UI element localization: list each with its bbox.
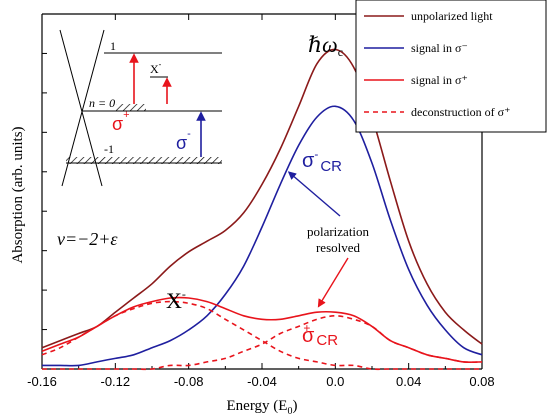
- x-tick-label: -0.16: [27, 374, 57, 389]
- x-axis-title: Energy (E0): [227, 398, 298, 417]
- polarization-label-line2: resolved: [316, 240, 361, 255]
- blue-pointer-arrow: [287, 171, 341, 217]
- legend-label: deconstruction of σ⁺: [411, 105, 510, 119]
- series-line-3: [41, 300, 482, 371]
- legend: unpolarized light signal in σ⁻ signal in σ…: [355, 0, 547, 133]
- inset-x-minus-label: X-: [150, 60, 162, 76]
- sigma-minus-cr-label: σ-CR: [302, 147, 342, 175]
- inset-level-mid-label: n = 0: [89, 96, 115, 110]
- x-tick-label: 0.04: [396, 374, 421, 389]
- inset-diagram: 1 n = 0 -1 X- σ+ σ-: [59, 29, 222, 187]
- x-tick-label: 0.0: [326, 374, 344, 389]
- inset-level-top-label: 1: [110, 39, 116, 53]
- x-tick-label: 0.08: [469, 374, 494, 389]
- nu-label: ν=−2+ε: [57, 229, 118, 249]
- series-line-2: [41, 296, 483, 363]
- x-tick-label: -0.12: [101, 374, 131, 389]
- series-line-1: [42, 105, 483, 367]
- inset-hatch-0: [116, 104, 146, 111]
- annotations: ℏωc X- σ-CR σ+CR ν=−2+ε polarization res…: [57, 32, 370, 349]
- series-layer: [41, 48, 483, 371]
- x-axis-ticks: -0.16 -0.12 -0.08 -0.04 0.0 0.04 0.08: [27, 14, 495, 389]
- x-minus-label: X-: [166, 287, 186, 313]
- polarization-label-line1: polarization: [307, 224, 370, 239]
- y-axis-title: Absorption (arb. units): [10, 126, 26, 263]
- x-axis-title-main: Energy (E: [227, 398, 288, 414]
- legend-box: [355, 0, 547, 133]
- red-pointer-arrow: [317, 257, 349, 308]
- legend-label: signal in σ⁺: [411, 73, 468, 87]
- x-axis-title-sub: 0: [287, 406, 292, 417]
- x-tick-label: -0.08: [174, 374, 204, 389]
- x-tick-label: -0.04: [247, 374, 277, 389]
- inset-level-bot-label: -1: [104, 142, 114, 156]
- sigma-plus-cr-label: σ+CR: [302, 321, 338, 349]
- inset-hatch-m1: [66, 157, 222, 164]
- peak-label: ℏωc: [308, 32, 343, 59]
- series-line-4: [42, 314, 483, 371]
- legend-label: signal in σ⁻: [411, 41, 468, 55]
- legend-label: unpolarized light: [411, 9, 493, 23]
- series-line-0: [41, 48, 483, 349]
- inset-sigma-minus-label: σ-: [176, 128, 191, 153]
- y-axis-ticks: [42, 13, 47, 331]
- inset-sigma-plus-label: σ+: [112, 109, 130, 134]
